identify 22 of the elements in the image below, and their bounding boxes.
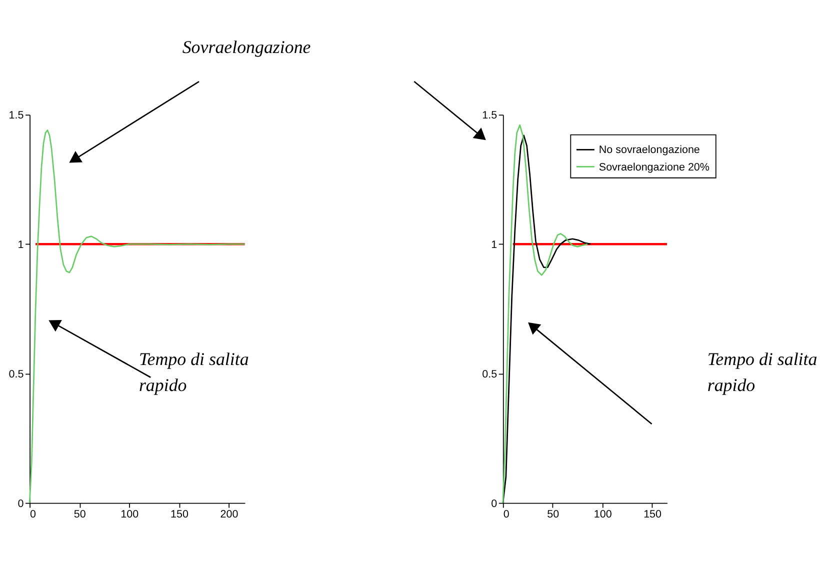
x-tick-label: 100 [120, 508, 139, 521]
x-tick-label: 150 [644, 508, 662, 521]
x-tick-label: 0 [503, 508, 510, 521]
x-tick-label: 150 [170, 508, 188, 521]
y-tick-label: 0 [18, 498, 24, 510]
y-tick-label: 0.5 [482, 368, 498, 381]
y-tick-label: 1.5 [482, 110, 498, 122]
x-tick-label: 200 [220, 508, 238, 521]
y-tick-label: 1 [491, 239, 498, 252]
y-tick-label: 1 [18, 239, 24, 252]
legend-label: No sovraelongazione [598, 144, 700, 156]
text: Sovraelongazione [182, 36, 311, 57]
x-tick-label: 0 [30, 508, 36, 521]
text: Tempo di salita rapido [707, 348, 818, 395]
y-tick-label: 0.5 [8, 368, 24, 381]
x-tick-label: 100 [594, 508, 612, 521]
y-tick-label: 0 [491, 498, 498, 510]
legend-label: Sovraelongazione 20% [598, 161, 710, 174]
x-tick-label: 50 [547, 508, 560, 521]
y-tick-label: 1.5 [8, 110, 24, 122]
x-tick-label: 50 [74, 508, 86, 521]
annotation: Tempo di salita rapido [138, 348, 249, 395]
